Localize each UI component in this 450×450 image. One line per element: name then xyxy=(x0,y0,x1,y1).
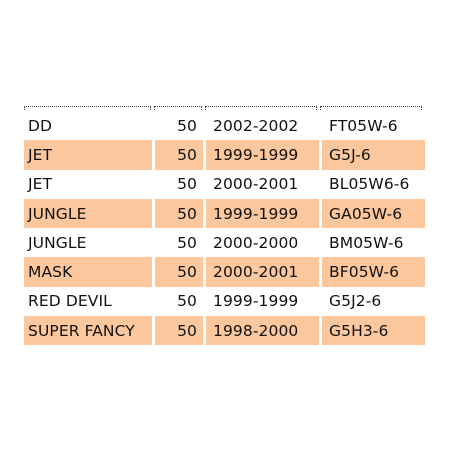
cell-name: JET xyxy=(24,140,152,170)
table-row[interactable]: JUNGLE 50 2000-2000 BM05W-6 xyxy=(24,228,425,257)
cell-years: 1999-1999 xyxy=(206,198,319,229)
cell-name: JET xyxy=(28,175,53,194)
cell-code: GA05W-6 xyxy=(322,198,425,229)
cell-qty: 50 xyxy=(177,116,197,135)
table-row[interactable]: MASK 50 2000-2001 BF05W-6 xyxy=(24,257,425,287)
cell-code: G5J-6 xyxy=(322,140,425,170)
cell-code: BM05W-6 xyxy=(329,233,404,252)
cell-qty: 50 xyxy=(155,198,203,229)
border-segment xyxy=(204,106,317,110)
border-segment xyxy=(153,106,202,110)
cell-name: JUNGLE xyxy=(24,198,152,229)
cell-qty: 50 xyxy=(177,292,197,311)
cell-qty: 50 xyxy=(155,257,203,287)
cell-qty: 50 xyxy=(177,233,197,252)
cell-name: RED DEVIL xyxy=(28,292,112,311)
cell-years: 2000-2001 xyxy=(213,175,299,194)
cell-name: SUPER FANCY xyxy=(24,316,152,346)
cell-years: 1998-2000 xyxy=(206,316,319,346)
cell-code: G5J2-6 xyxy=(329,292,382,311)
cell-qty: 50 xyxy=(155,140,203,170)
data-table: DD 50 2002-2002 FT05W-6 JET 50 1999-1999… xyxy=(24,106,425,346)
cell-code: BF05W-6 xyxy=(322,257,425,287)
cell-qty: 50 xyxy=(177,175,197,194)
cell-code: FT05W-6 xyxy=(329,116,398,135)
table-row[interactable]: SUPER FANCY 50 1998-2000 G5H3-6 xyxy=(24,316,425,346)
cell-code: G5H3-6 xyxy=(322,316,425,346)
table-top-border xyxy=(24,106,425,111)
cell-name: DD xyxy=(28,116,53,135)
cell-years: 1999-1999 xyxy=(206,140,319,170)
cell-years: 2002-2002 xyxy=(213,116,299,135)
cell-qty: 50 xyxy=(155,316,203,346)
cell-years: 2000-2000 xyxy=(213,233,299,252)
cell-years: 1999-1999 xyxy=(213,292,299,311)
cell-code: BL05W6-6 xyxy=(329,175,410,194)
table-row[interactable]: DD 50 2002-2002 FT05W-6 xyxy=(24,111,425,140)
cell-years: 2000-2001 xyxy=(206,257,319,287)
border-segment xyxy=(24,106,151,110)
table-row[interactable]: JUNGLE 50 1999-1999 GA05W-6 xyxy=(24,198,425,229)
border-segment xyxy=(319,106,422,110)
table-row[interactable]: RED DEVIL 50 1999-1999 G5J2-6 xyxy=(24,287,425,316)
table-row[interactable]: JET 50 1999-1999 G5J-6 xyxy=(24,140,425,170)
cell-name: JUNGLE xyxy=(28,233,87,252)
cell-name: MASK xyxy=(24,257,152,287)
table-row[interactable]: JET 50 2000-2001 BL05W6-6 xyxy=(24,170,425,199)
